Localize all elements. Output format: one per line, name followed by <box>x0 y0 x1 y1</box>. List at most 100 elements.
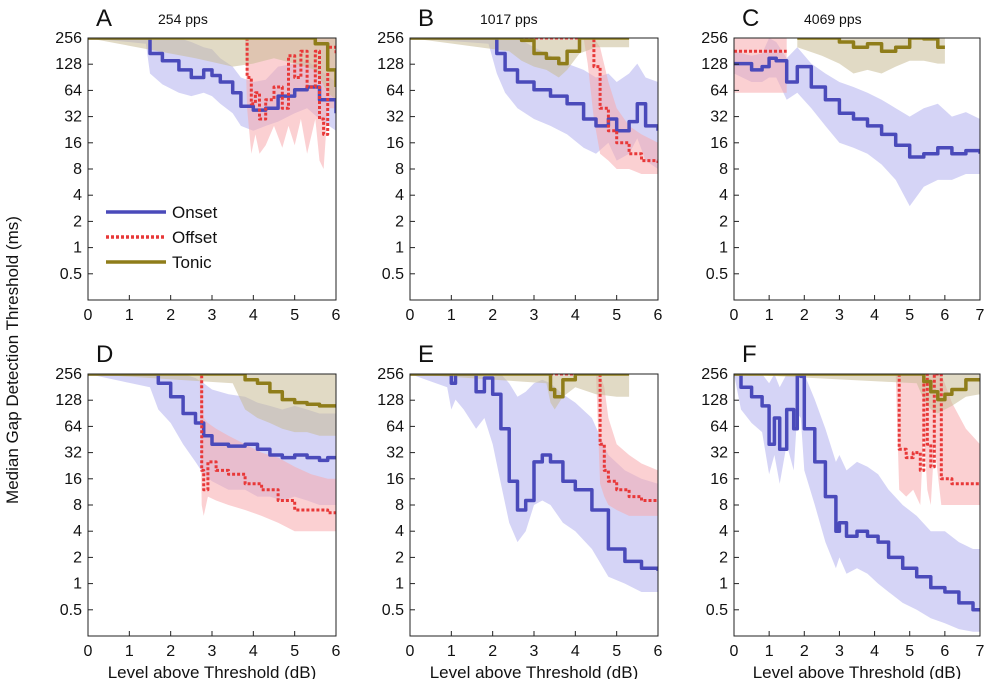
band-tonic-b <box>410 38 630 78</box>
x-tick-label: 2 <box>800 307 809 324</box>
y-tick-label: 8 <box>719 161 728 178</box>
x-tick-label: 1 <box>447 307 456 324</box>
line-onset-b <box>410 38 658 133</box>
y-tick-label: 32 <box>64 109 82 126</box>
panel-f: 256 128 64 32 16 8 4 2 1 0.5 0 1 2 3 4 5 6 7 F Level above … <box>701 341 984 679</box>
line-offset-d <box>88 374 336 515</box>
y-tick-label: 0.5 <box>706 602 728 619</box>
y-tick-label: 0.5 <box>60 266 82 283</box>
x-tick-label: 0 <box>406 307 415 324</box>
y-tick-label: 32 <box>710 445 728 462</box>
x-tick-label: 5 <box>612 643 621 660</box>
y-tick-label: 32 <box>710 109 728 126</box>
line-onset-e <box>410 374 658 571</box>
x-tick-label: 2 <box>488 307 497 324</box>
panel-rate-label: 1017 pps <box>480 11 538 27</box>
y-tick-label: 16 <box>64 135 82 152</box>
x-tick-label: 3 <box>835 307 844 324</box>
x-tick-label: 2 <box>488 643 497 660</box>
y-tick-label: 4 <box>73 523 82 540</box>
line-offset-b <box>410 38 658 165</box>
y-tick-label: 256 <box>55 366 82 383</box>
x-tick-label: 2 <box>166 307 175 324</box>
y-tick-label: 128 <box>55 56 82 73</box>
x-tick-label: 7 <box>976 643 985 660</box>
y-tick-label: 1 <box>395 576 404 593</box>
x-tick-label: 4 <box>571 307 580 324</box>
y-tick-label: 0.5 <box>706 266 728 283</box>
band-offset-a <box>116 38 336 169</box>
y-tick-label: 256 <box>55 30 82 47</box>
y-tick-label: 64 <box>64 82 82 99</box>
band-offset-b <box>410 38 658 174</box>
y-tick-label: 2 <box>395 549 404 566</box>
line-offset-f <box>734 374 980 486</box>
y-tick-label: 4 <box>395 523 404 540</box>
panel-d: 256 128 64 32 16 8 4 2 1 0.5 0 1 2 3 4 5 6 D Level above T… <box>55 341 340 679</box>
x-tick-label: 2 <box>166 643 175 660</box>
x-tick-label: 6 <box>940 307 949 324</box>
band-onset-f <box>734 374 980 632</box>
x-tick-label: 6 <box>332 643 341 660</box>
panel-letter: B <box>418 5 434 32</box>
y-tick-label: 256 <box>701 30 728 47</box>
x-tick-label: 6 <box>940 643 949 660</box>
panel-rate-label: 254 pps <box>158 11 208 27</box>
y-tick-label: 4 <box>719 523 728 540</box>
band-tonic-d <box>88 374 336 436</box>
legend: Onset Offset Tonic <box>106 203 218 272</box>
panel-letter: E <box>418 341 434 368</box>
legend-label-tonic: Tonic <box>172 253 212 272</box>
x-tick-label: 4 <box>571 643 580 660</box>
panel-e: 256 128 64 32 16 8 4 2 1 0.5 0 1 2 3 4 5 6 E Level above T… <box>377 341 662 679</box>
x-tick-label: 6 <box>654 307 663 324</box>
x-tick-label: 5 <box>905 643 914 660</box>
line-tonic-d <box>88 374 336 408</box>
y-tick-label: 16 <box>386 471 404 488</box>
panel-c: 256 128 64 32 16 8 4 2 1 0.5 0 1 2 3 4 5 6 7 C 4069 pps <box>701 5 984 324</box>
y-tick-label: 16 <box>386 135 404 152</box>
panel-rate-label: 4069 pps <box>804 11 862 27</box>
y-tick-label: 1 <box>73 240 82 257</box>
y-tick-label: 2 <box>395 213 404 230</box>
band-offset-d <box>88 374 336 532</box>
y-tick-label: 8 <box>395 161 404 178</box>
x-axis-title: Level above Threshold (dB) <box>753 663 962 679</box>
x-tick-label: 5 <box>905 307 914 324</box>
y-tick-label: 0.5 <box>60 602 82 619</box>
y-tick-label: 128 <box>377 392 404 409</box>
y-tick-label: 16 <box>64 471 82 488</box>
y-tick-label: 64 <box>64 418 82 435</box>
x-tick-label: 3 <box>530 307 539 324</box>
x-tick-label: 5 <box>612 307 621 324</box>
panel-b: 256 128 64 32 16 8 4 2 1 0.5 0 1 2 3 4 5 6 B 1017 pps <box>377 5 662 324</box>
x-tick-label: 2 <box>800 643 809 660</box>
x-axis-title: Level above Threshold (dB) <box>108 663 317 679</box>
band-offset-c <box>734 38 787 93</box>
x-tick-label: 5 <box>290 307 299 324</box>
y-tick-label: 32 <box>386 445 404 462</box>
y-tick-label: 8 <box>73 497 82 514</box>
y-tick-label: 64 <box>386 82 404 99</box>
x-tick-label: 3 <box>208 643 217 660</box>
x-tick-label: 4 <box>870 307 879 324</box>
y-tick-label: 32 <box>64 445 82 462</box>
x-tick-label: 0 <box>730 643 739 660</box>
x-tick-label: 1 <box>125 307 134 324</box>
y-tick-label: 256 <box>377 366 404 383</box>
band-offset-e <box>410 374 658 516</box>
y-tick-label: 64 <box>386 418 404 435</box>
y-tick-label: 128 <box>701 56 728 73</box>
y-tick-label: 128 <box>55 392 82 409</box>
x-tick-label: 6 <box>654 643 663 660</box>
panel-letter: C <box>742 5 759 32</box>
y-tick-label: 128 <box>701 392 728 409</box>
panel-letter: F <box>742 341 757 368</box>
y-tick-label: 16 <box>710 135 728 152</box>
x-tick-label: 4 <box>249 643 258 660</box>
band-tonic-e <box>410 374 630 410</box>
y-tick-label: 2 <box>73 549 82 566</box>
x-tick-label: 0 <box>406 643 415 660</box>
y-tick-label: 0.5 <box>382 602 404 619</box>
